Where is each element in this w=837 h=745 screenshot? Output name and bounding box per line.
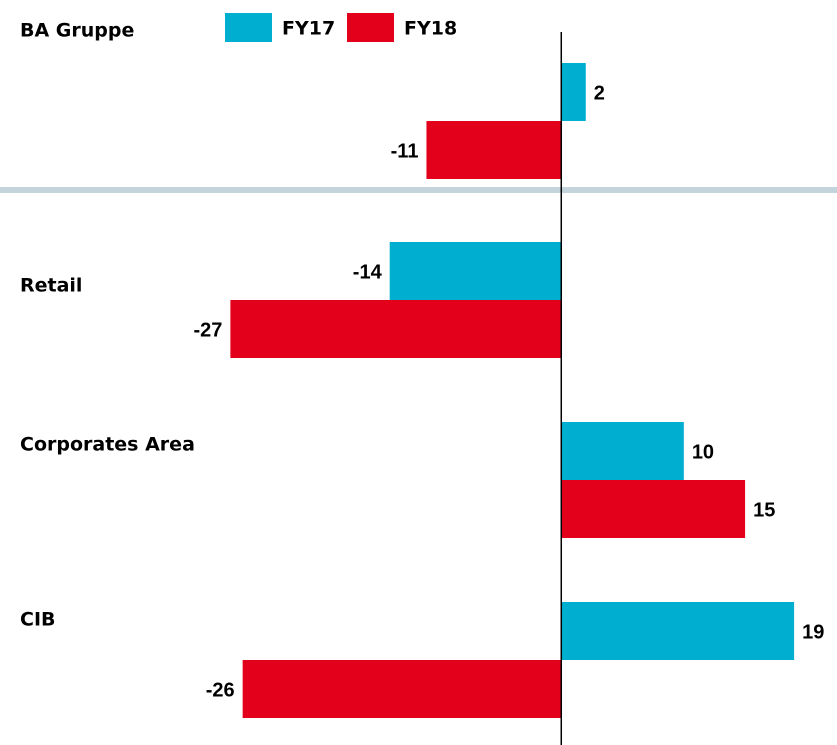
category-label: Retail <box>20 275 82 297</box>
value-label: 19 <box>802 621 824 643</box>
value-label: 15 <box>753 499 775 521</box>
category-label: Corporates Area <box>20 434 195 456</box>
legend-swatch <box>347 13 394 42</box>
bar <box>242 660 562 718</box>
value-label: 2 <box>594 82 605 104</box>
bar <box>561 422 684 480</box>
value-label: -14 <box>353 261 383 283</box>
value-label: -26 <box>206 679 235 701</box>
bar <box>426 121 562 179</box>
legend-swatch <box>225 13 272 42</box>
category-label: CIB <box>20 609 56 631</box>
legend-label: FY18 <box>404 18 457 40</box>
bar <box>389 242 562 300</box>
bar <box>230 300 562 358</box>
category-label: BA Gruppe <box>20 20 134 42</box>
value-label: -27 <box>193 319 222 341</box>
bar <box>561 480 746 538</box>
legend-label: FY17 <box>282 18 335 40</box>
bar <box>561 63 586 121</box>
value-label: -11 <box>391 140 419 162</box>
bar <box>561 602 795 660</box>
value-label: 10 <box>692 441 714 463</box>
